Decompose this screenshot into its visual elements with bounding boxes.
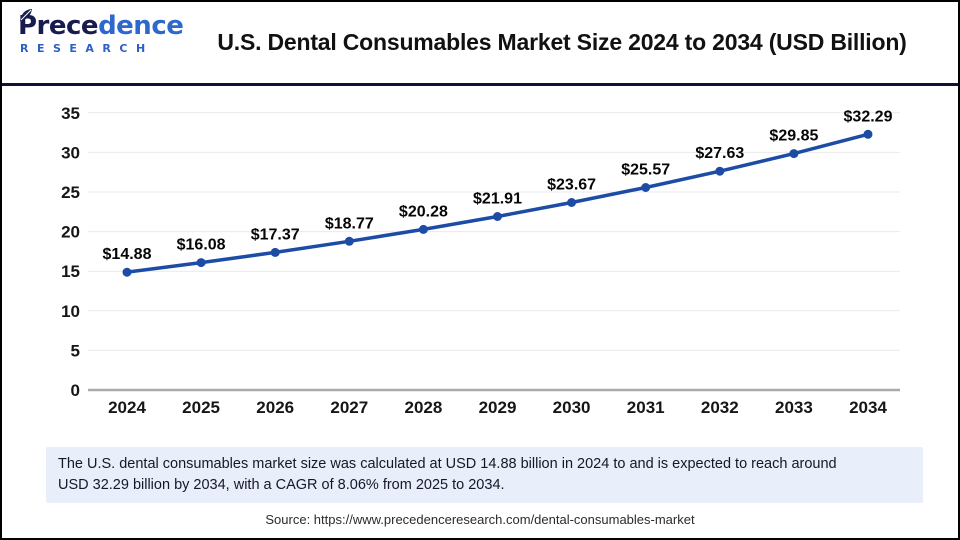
- data-point: [715, 166, 725, 176]
- data-point-label: $17.37: [251, 226, 300, 243]
- x-tick-label: 2030: [553, 398, 591, 417]
- brand-subtitle: RESEARCH: [20, 41, 154, 55]
- y-tick-label: 15: [61, 262, 80, 281]
- data-point: [196, 258, 206, 268]
- x-tick-label: 2033: [775, 398, 813, 417]
- data-point-label: $32.29: [844, 108, 893, 125]
- footnote-box: The U.S. dental consumables market size …: [46, 447, 923, 503]
- brand-name-secondary: dence: [98, 11, 184, 41]
- data-point-label: $23.67: [547, 177, 596, 194]
- x-tick-label: 2027: [330, 398, 368, 417]
- data-point-label: $14.88: [103, 246, 152, 263]
- y-tick-label: 10: [61, 302, 80, 321]
- y-tick-label: 30: [61, 143, 80, 162]
- data-point-label: $16.08: [177, 237, 226, 254]
- data-point-label: $27.63: [695, 145, 744, 162]
- data-point-label: $29.85: [769, 128, 818, 145]
- data-point: [789, 149, 799, 159]
- brand-name-primary: Prece: [18, 11, 99, 41]
- y-tick-label: 35: [61, 104, 80, 123]
- x-tick-label: 2029: [479, 398, 517, 417]
- y-tick-label: 20: [61, 223, 80, 242]
- data-point: [493, 212, 502, 221]
- footnote-line-2: USD 32.29 billion by 2034, with a CAGR o…: [58, 477, 505, 493]
- y-tick-label: 0: [71, 381, 80, 400]
- data-point: [641, 183, 651, 192]
- x-tick-label: 2028: [404, 398, 442, 417]
- footnote-line-1: The U.S. dental consumables market size …: [58, 456, 837, 472]
- data-point-label: $20.28: [399, 203, 448, 220]
- x-tick-label: 2031: [627, 398, 665, 417]
- brand-logo: Precedence RESEARCH: [18, 9, 188, 55]
- data-point-label: $21.91: [473, 191, 522, 208]
- x-tick-label: 2025: [182, 398, 220, 417]
- data-point-label: $25.57: [621, 162, 670, 179]
- x-tick-label: 2032: [701, 398, 739, 417]
- leaf-icon: [20, 9, 32, 21]
- data-point: [344, 236, 354, 246]
- y-tick-label: 5: [71, 341, 80, 360]
- header-divider: [2, 83, 958, 86]
- x-tick-label: 2034: [849, 398, 887, 417]
- data-point: [270, 247, 280, 257]
- x-tick-label: 2026: [256, 398, 294, 417]
- x-tick-label: 2024: [108, 398, 146, 417]
- brand-name: Precedence: [18, 9, 188, 41]
- y-tick-label: 25: [61, 183, 80, 202]
- data-point-label: $18.77: [325, 215, 374, 232]
- data-point: [122, 267, 132, 277]
- chart-title: U.S. Dental Consumables Market Size 2024…: [217, 29, 907, 55]
- data-point: [863, 129, 873, 139]
- data-point: [567, 198, 577, 207]
- source-text: Source: https://www.precedenceresearch.c…: [265, 512, 695, 527]
- data-point: [418, 224, 428, 234]
